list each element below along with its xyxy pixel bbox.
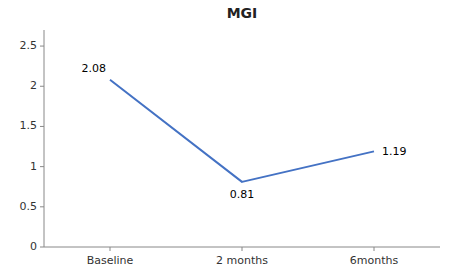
y-tick xyxy=(40,86,44,87)
y-tick-label: 1.5 xyxy=(20,119,38,132)
data-label: 1.19 xyxy=(382,145,407,158)
line xyxy=(110,80,374,182)
x-tick-label: Baseline xyxy=(87,254,134,267)
y-tick xyxy=(40,206,44,207)
x-tick-label: 6months xyxy=(350,254,399,267)
y-tick xyxy=(40,166,44,167)
data-label: 2.08 xyxy=(82,62,107,75)
y-tick xyxy=(40,126,44,127)
plot-area xyxy=(110,80,374,182)
data-label: 0.81 xyxy=(230,188,255,201)
x-tick xyxy=(242,247,243,251)
y-tick-label: 2 xyxy=(30,79,37,92)
y-axis-line xyxy=(44,30,45,247)
y-tick-label: 0 xyxy=(30,240,37,253)
y-tick-label: 0.5 xyxy=(20,200,38,213)
y-tick-label: 2.5 xyxy=(20,39,38,52)
y-tick xyxy=(40,46,44,47)
x-tick xyxy=(374,247,375,251)
y-tick-label: 1 xyxy=(30,160,37,173)
title: MGI xyxy=(227,5,258,21)
chart: MGI 0 0.5 1 1.5 2 2.5 Baseline 2 months 6months 2.… xyxy=(0,0,474,277)
x-tick xyxy=(110,247,111,251)
x-tick-label: 2 months xyxy=(216,254,268,267)
y-tick xyxy=(40,247,44,248)
